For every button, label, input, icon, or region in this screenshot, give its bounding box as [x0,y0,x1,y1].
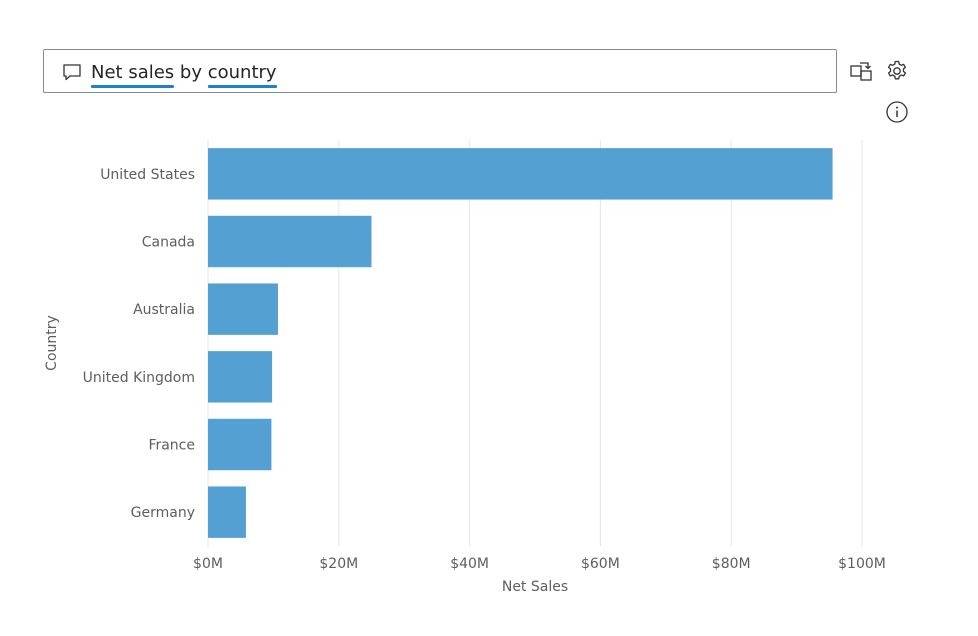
x-axis-title: Net Sales [502,579,568,595]
question-connector: by [174,62,208,83]
convert-visual-button[interactable] [848,58,874,84]
speech-bubble-icon [63,64,81,81]
bar [208,486,246,538]
bar [208,148,833,200]
bar [208,351,273,403]
convert-visual-icon [850,62,872,81]
recognized-term-country: country [207,62,277,88]
x-tick-label: $100M [838,556,886,572]
settings-button[interactable] [884,58,910,84]
x-tick-label: $20M [319,556,358,572]
y-tick-label: France [148,438,195,454]
info-icon [886,101,908,123]
y-axis-title: Country [44,315,60,371]
y-tick-label: United States [100,167,195,183]
gear-icon [887,60,907,80]
y-tick-label: Germany [131,505,195,521]
y-tick-label: Canada [142,235,195,251]
y-tick-label: Australia [133,302,195,318]
x-tick-label: $0M [193,556,223,572]
recognized-term-net-sales: Net sales [91,62,175,88]
x-tick-label: $60M [581,556,620,572]
x-tick-label: $40M [450,556,489,572]
y-tick-label: United Kingdom [83,370,195,386]
qa-question-input[interactable]: Net sales by country [43,49,837,93]
bar [208,418,272,471]
bar [208,283,278,335]
bar [208,215,372,268]
x-tick-label: $80M [712,556,751,572]
info-button[interactable] [884,99,910,125]
qa-question-text: Net sales by country [91,62,277,88]
